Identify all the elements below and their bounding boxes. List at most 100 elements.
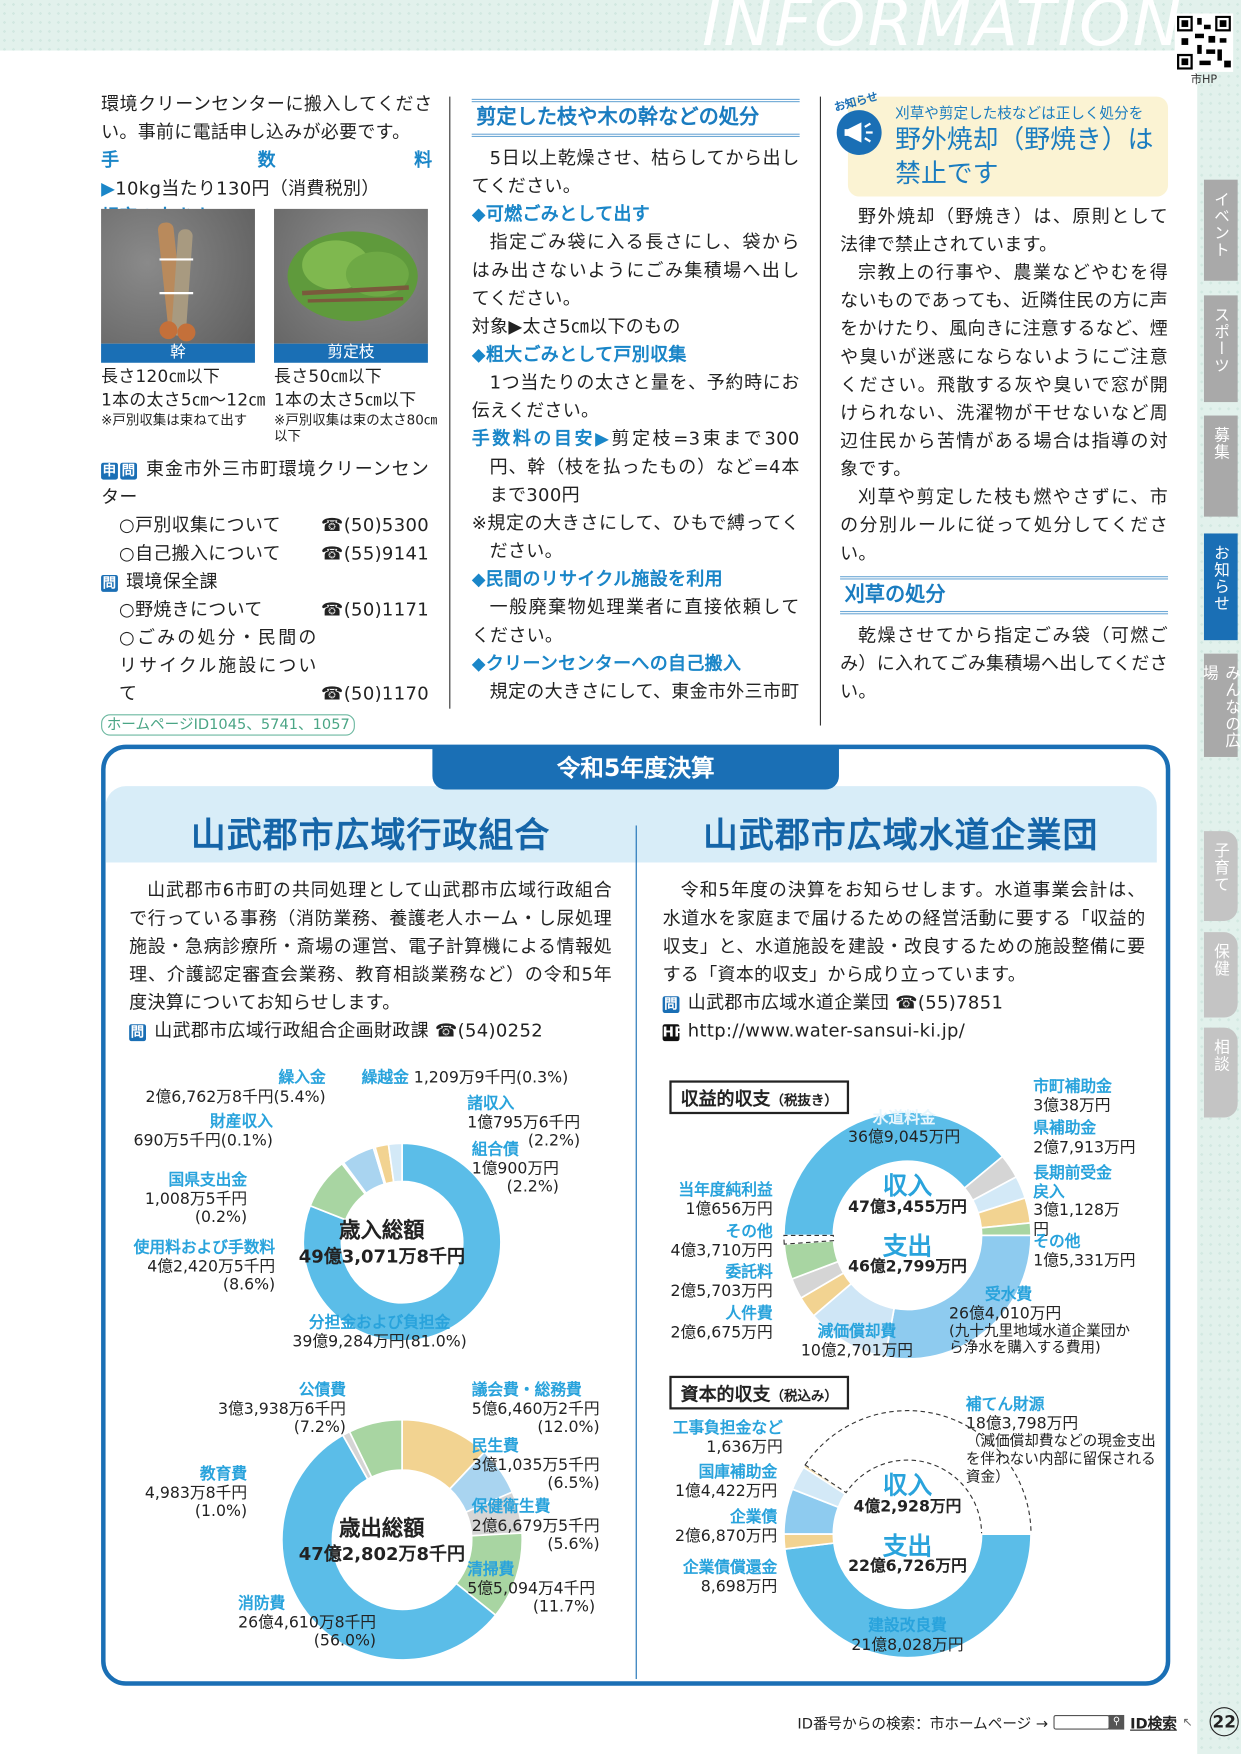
id-search-input[interactable]	[1053, 1714, 1110, 1730]
slice-text: (11.7%)	[532, 1598, 596, 1617]
label-welfare: 民生費 3億1,035万5千円 (6.5%)	[472, 1438, 600, 1494]
label-water-purchase: 受水費 26億4,010万円 (九十九里地域水道企業団から浄水を購入する費用)	[949, 1286, 1140, 1357]
slice-amount: 2億6,762万8千円	[145, 1087, 274, 1106]
slice-name: 使用料および手数料	[133, 1238, 276, 1257]
slice-amount: 1億795万6千円	[467, 1113, 581, 1132]
tab-community[interactable]: みんなの広場	[1201, 653, 1241, 757]
slice-name: 国庫補助金	[698, 1463, 778, 1482]
slice-amount: 1億900万円	[471, 1159, 559, 1178]
label-misc-income: 諸収入 1億795万6千円 (2.2%)	[467, 1095, 580, 1151]
label-deferred-revenue: 長期前受金戻入 3億1,128万円	[1033, 1165, 1123, 1239]
tab-label: 子育て	[1211, 842, 1230, 893]
tab-label: スポーツ	[1211, 306, 1230, 374]
slice-amount: 1億5,331万円	[1033, 1251, 1136, 1270]
qr-code[interactable]	[1174, 13, 1234, 72]
tab-sports[interactable]: スポーツ	[1203, 295, 1238, 403]
tab-notice[interactable]: お知らせ	[1203, 533, 1238, 641]
capital-income-total: 4億2,928万円	[853, 1498, 962, 1517]
paragraph: 乾燥させてから指定ごみ袋（可燃ごみ）に入れてごみ集積場へ出してください。	[840, 624, 1169, 702]
slice-name: 受水費	[984, 1285, 1033, 1304]
slice-amount: 2億6,675万円	[670, 1323, 773, 1342]
contacts: 申問 東金市外三市町環境クリーンセンター ○戸別収集について ☎(50)5300 …	[101, 455, 429, 736]
slice-amount: 2億5,703万円	[670, 1282, 773, 1300]
union-title: 山武郡市広域行政組合	[190, 815, 551, 856]
slice-name: 組合債	[471, 1141, 519, 1160]
slice-name: 市町補助金	[1033, 1078, 1112, 1097]
slice-amount: 3億38万円	[1033, 1096, 1111, 1115]
contact-label: ○ごみの処分・民間のリサイクル施設について	[119, 626, 317, 705]
slice-name: 減価償却費	[817, 1323, 897, 1341]
slice-amount: 26億4,610万8千円	[238, 1613, 377, 1632]
contact-label: ○戸別収集について	[119, 514, 281, 536]
section-title: INFORMATION	[701, 0, 1184, 61]
slice-text: (0.2%)	[194, 1208, 248, 1227]
tab-health[interactable]: 保健	[1203, 932, 1238, 1018]
slice-name: 工事負担金など	[672, 1419, 783, 1438]
tab-recruit[interactable]: 募集	[1203, 415, 1238, 517]
megaphone-icon	[836, 110, 882, 155]
expenditure-total-label: 歳出総額	[339, 1516, 425, 1541]
slice-amount: 5億5,094万4千円	[467, 1579, 596, 1598]
subheading-recycle: ◆民間のリサイクル施設を利用	[471, 568, 723, 590]
slice-text: （税込み）	[770, 1388, 838, 1404]
tab-childcare[interactable]: 子育て	[1203, 831, 1238, 921]
budget-tab: 令和5年度決算	[432, 746, 839, 790]
inquiry-badge: 問	[120, 462, 138, 480]
slice-text: (6.5%)	[547, 1474, 600, 1493]
label-commission: 委託料 2億5,703万円	[670, 1263, 772, 1300]
revenue-account-box: 収益的収支（税抜き）	[669, 1080, 850, 1115]
slice-amount: 3億1,128万円	[1033, 1201, 1120, 1239]
paragraph: 5日以上乾燥させ、枯らしてから出してください。	[471, 147, 800, 197]
capital-expense-total: 22億6,726万円	[848, 1557, 967, 1576]
label-cleaning: 清掃費 5億5,094万4千円 (11.7%)	[467, 1561, 595, 1617]
slice-name: 国県支出金	[168, 1171, 248, 1190]
slice-text: （減価償却費などの現金支出を伴わない内部に留保される資金）	[965, 1433, 1156, 1486]
id-search-link[interactable]: ID検索	[1130, 1715, 1177, 1733]
slice-amount: 5億6,460万2千円	[471, 1399, 600, 1418]
slice-text: (九十九里地域水道企業団から浄水を購入する費用)	[949, 1323, 1130, 1357]
label-subsidy: 国県支出金 1,008万5千円 (0.2%)	[145, 1171, 247, 1227]
paragraph: 宗教上の行事や、農業などやむを得ないものであっても、近隣住民の方に声をかけたり、…	[840, 261, 1169, 480]
website-link[interactable]: http://www.water-sansui-ki.jp/	[687, 1019, 966, 1042]
paragraph: 山武郡市6市町の共同処理として山武郡市広域行政組合で行っている事務（消防業務、養…	[129, 879, 613, 1014]
slice-name: 財産収入	[210, 1112, 273, 1131]
expenditure-slice	[348, 1418, 403, 1479]
tab-consult[interactable]: 相談	[1203, 1027, 1238, 1118]
budget-divider	[635, 825, 637, 1680]
revenue-total-label: 歳入総額	[339, 1218, 425, 1244]
trunk-image	[157, 222, 196, 342]
homepage-id-link[interactable]: ホームページID1045、5741、1057	[101, 714, 356, 736]
income-label: 収入	[882, 1172, 933, 1201]
label-education: 教育費 4,983万8千円 (1.0%)	[145, 1466, 247, 1522]
phone-number: ☎(50)1170	[320, 682, 430, 705]
tab-event[interactable]: イベント	[1203, 179, 1238, 281]
slice-amount: 18億3,798万円	[965, 1414, 1079, 1433]
capital-income-slice	[804, 1410, 1032, 1535]
slice-amount: 1億4,422万円	[674, 1481, 778, 1500]
revenue-total-value: 49億3,071万8千円	[298, 1245, 465, 1267]
trunk-photo	[101, 208, 255, 344]
paragraph: 指定ごみ袋に入る長さにし、袋からはみ出さないようにごみ集積場へ出してください。	[471, 231, 800, 309]
water-expense-slice	[884, 1234, 1032, 1360]
slice-amount: 1億656万円	[685, 1200, 773, 1219]
contact-item: ○野焼きについて ☎(50)1171	[101, 595, 429, 623]
branch-photo	[274, 208, 428, 344]
label-debt-service: 公債費 3億3,938万6千円 (7.2%)	[218, 1381, 346, 1437]
fee-guide-text: 剪定枝=3束まで300円、幹（枝を払ったもの）など=4本まで300円	[489, 427, 800, 506]
slice-text: (81.0%)	[404, 1332, 467, 1351]
search-icon[interactable]: ⚲	[1108, 1714, 1125, 1730]
capital-expense-slice	[783, 1533, 835, 1550]
expense-label: 支出	[882, 1233, 933, 1262]
slice-text: (2.2%)	[527, 1132, 581, 1151]
trunk-note: ※戸別収集は束ねて出す	[101, 412, 248, 428]
expenditure-slice	[281, 1434, 497, 1661]
contact-item: ○戸別収集について ☎(50)5300	[101, 511, 429, 539]
slice-text: （税抜き）	[770, 1092, 838, 1109]
qr-label: 市HP	[1190, 74, 1218, 87]
slice-amount: 2億6,679万5千円	[471, 1516, 600, 1535]
inquiry-badge: 問	[129, 1024, 147, 1042]
column-divider	[819, 96, 821, 726]
trunk-caption: 幹	[101, 343, 255, 363]
fee-text: 10kg当たり130円（消費税別）	[115, 177, 380, 199]
